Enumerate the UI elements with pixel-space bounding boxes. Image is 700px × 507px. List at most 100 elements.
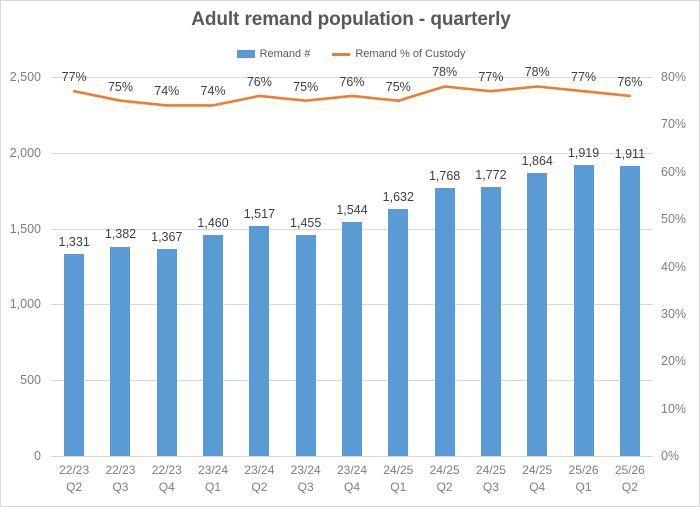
x-axis-label-year: 24/25: [429, 463, 460, 477]
bar-data-label: 1,367: [151, 229, 183, 244]
line-data-label: 76%: [339, 74, 365, 89]
x-axis-label-quarter: Q2: [621, 480, 638, 494]
bar[interactable]: [203, 234, 224, 456]
line-data-label: 76%: [617, 74, 643, 89]
legend-item-remand-percent[interactable]: Remand % of Custody: [332, 48, 465, 60]
x-axis-tick-label: 22/23 Q4: [152, 462, 182, 496]
bar-data-label: 1,460: [197, 215, 229, 230]
x-axis-label-year: 23/24: [244, 463, 275, 477]
x-axis-tick-label: 23/24 Q1: [198, 462, 228, 496]
bar[interactable]: [573, 165, 594, 456]
bar-data-label: 1,455: [290, 216, 322, 231]
bar[interactable]: [110, 246, 131, 456]
x-axis-label-year: 22/23: [105, 463, 136, 477]
legend-label-remand-count: Remand #: [259, 48, 311, 60]
x-axis-tick-label: 23/24 Q4: [337, 462, 367, 496]
x-axis-label-quarter: Q4: [529, 480, 546, 494]
line-data-label: 75%: [293, 79, 319, 94]
y-axis-right-tick-label: 20%: [661, 354, 687, 369]
x-axis-label-quarter: Q2: [436, 480, 453, 494]
gridline: [51, 77, 653, 78]
bar-data-label: 1,331: [58, 235, 90, 250]
y-axis-left-tick-label: 500: [20, 373, 41, 388]
x-axis-tick-label: 25/26 Q2: [615, 462, 645, 496]
line-data-label: 78%: [432, 65, 458, 80]
x-axis-label-quarter: Q1: [575, 480, 592, 494]
line-series-swatch-icon: [332, 52, 351, 56]
x-axis-label-year: 24/25: [383, 463, 414, 477]
x-axis-label-quarter: Q4: [343, 480, 360, 494]
bar-data-label: 1,632: [382, 189, 414, 204]
y-axis-right-tick-label: 70%: [661, 117, 687, 132]
bar[interactable]: [527, 173, 548, 456]
line-data-label: 77%: [571, 70, 597, 85]
bar-data-label: 1,517: [243, 207, 276, 222]
x-axis-label-year: 24/25: [522, 463, 553, 477]
x-axis-label-year: 24/25: [475, 463, 506, 477]
bar-data-label: 1,768: [428, 168, 461, 183]
line-data-label: 74%: [200, 84, 226, 99]
bar-data-label: 1,382: [104, 227, 137, 242]
y-axis-right-tick-label: 0%: [661, 449, 680, 463]
bar[interactable]: [295, 235, 316, 456]
legend-item-remand-count[interactable]: Remand #: [236, 48, 311, 60]
x-axis-label-quarter: Q2: [251, 480, 268, 494]
x-axis-tick-label: 23/24 Q2: [244, 462, 274, 496]
bar-data-label: 1,864: [521, 154, 553, 169]
x-axis-label-quarter: Q1: [205, 480, 222, 494]
plot-area: 1,331 1,382 1,367 1,460 1,517 1,455 1,544 1,632…: [51, 65, 653, 457]
x-axis-label-year: 25/26: [568, 463, 599, 477]
bar[interactable]: [619, 166, 640, 456]
x-axis-tick-label: 23/24 Q3: [291, 462, 321, 496]
bar[interactable]: [480, 187, 501, 456]
x-axis-tick-label: 24/25 Q4: [522, 462, 552, 496]
x-axis-label-quarter: Q3: [112, 480, 129, 494]
line-data-label: 77%: [478, 70, 504, 85]
x-axis-label-year: 23/24: [336, 463, 368, 477]
y-axis-right-tick-label: 80%: [661, 70, 687, 84]
bar-data-label: 1,544: [336, 202, 368, 217]
bar[interactable]: [249, 226, 270, 456]
chart-legend: Remand # Remand % of Custody: [1, 48, 699, 60]
gridline: [51, 152, 653, 154]
y-axis-left-tick-label: 2,000: [9, 145, 41, 160]
legend-label-remand-percent: Remand % of Custody: [355, 48, 466, 60]
x-axis-line: [51, 456, 653, 457]
x-axis-label-quarter: Q4: [158, 480, 175, 494]
y-axis-left-tick-label: 0: [34, 449, 41, 463]
y-axis-right-tick-label: 10%: [661, 401, 687, 416]
y-axis-right-tick-label: 40%: [661, 259, 687, 274]
line-data-label: 78%: [524, 65, 550, 80]
y-axis-right-tick-label: 30%: [661, 306, 687, 321]
x-axis-tick-label: 24/25 Q1: [383, 462, 413, 496]
bar[interactable]: [342, 221, 362, 456]
x-axis-label-quarter: Q3: [297, 480, 314, 494]
x-axis-tick-label: 24/25 Q3: [476, 462, 506, 496]
bar[interactable]: [434, 187, 455, 456]
line-data-label: 75%: [107, 79, 133, 94]
bar-series-swatch-icon: [236, 50, 255, 58]
bar-data-label: 1,772: [475, 168, 507, 183]
bar[interactable]: [388, 208, 409, 456]
x-axis-label-quarter: Q3: [482, 480, 499, 494]
y-axis-right-tick-label: 60%: [661, 164, 687, 179]
y-axis-right-tick-label: 50%: [661, 212, 687, 227]
y-axis-left-tick-label: 1,500: [9, 221, 41, 236]
y-axis-left-tick-label: 1,000: [9, 297, 41, 312]
bar-data-label: 1,911: [614, 147, 646, 162]
x-axis-tick-label: 22/23 Q2: [59, 462, 89, 496]
line-data-label: 74%: [154, 84, 180, 99]
x-axis-tick-label: 25/26 Q1: [569, 462, 599, 496]
y-axis-left-tick-label: 2,500: [9, 70, 41, 84]
x-axis-tick-label: 22/23 Q3: [105, 462, 135, 496]
x-axis-label-quarter: Q2: [66, 480, 83, 494]
line-data-label: 75%: [385, 79, 411, 94]
x-axis-label-quarter: Q1: [390, 480, 407, 494]
bar[interactable]: [64, 254, 85, 456]
line-data-label: 76%: [246, 74, 272, 89]
x-axis-label-year: 23/24: [198, 463, 229, 477]
bar-data-label: 1,919: [567, 146, 600, 161]
x-axis-label-year: 25/26: [614, 463, 645, 477]
bar[interactable]: [156, 248, 177, 456]
